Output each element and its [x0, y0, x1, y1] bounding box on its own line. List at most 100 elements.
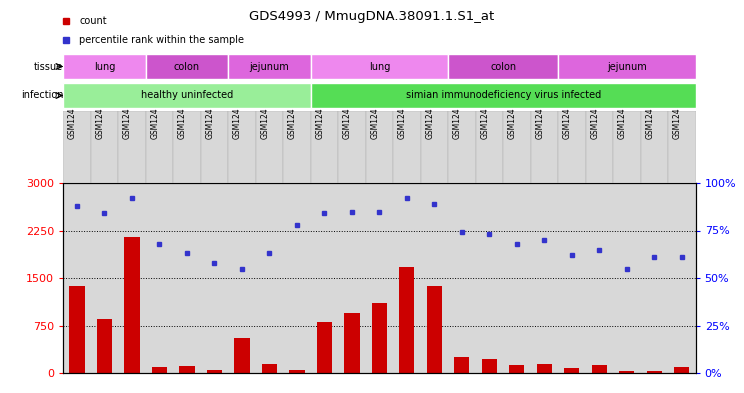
Bar — [448, 111, 475, 183]
Text: tissue: tissue — [34, 61, 63, 72]
Text: GSM1249370: GSM1249370 — [178, 88, 187, 139]
Text: GSM1249366: GSM1249366 — [481, 88, 490, 139]
Text: GSM1249375: GSM1249375 — [563, 88, 572, 139]
Bar — [558, 54, 696, 79]
Bar — [613, 111, 641, 183]
Bar — [558, 111, 586, 183]
Text: GSM1249391: GSM1249391 — [68, 88, 77, 139]
Text: GDS4993 / MmugDNA.38091.1.S1_at: GDS4993 / MmugDNA.38091.1.S1_at — [249, 10, 495, 23]
Bar — [179, 366, 194, 373]
Bar — [372, 303, 387, 373]
Bar — [91, 111, 118, 183]
Bar — [668, 111, 696, 183]
Text: GSM1249386: GSM1249386 — [315, 88, 324, 139]
Bar — [647, 371, 662, 373]
Bar — [283, 183, 311, 373]
Bar — [311, 83, 696, 108]
Text: infection: infection — [21, 90, 63, 101]
Bar — [420, 183, 448, 373]
Bar — [510, 365, 525, 373]
Bar — [283, 111, 311, 183]
Text: percentile rank within the sample: percentile rank within the sample — [79, 35, 244, 46]
Text: GSM1249379: GSM1249379 — [673, 88, 682, 139]
Bar — [228, 111, 256, 183]
Bar — [503, 183, 530, 373]
Bar — [63, 183, 91, 373]
Bar — [565, 368, 580, 373]
Text: colon: colon — [490, 61, 516, 72]
Text: GSM1249377: GSM1249377 — [618, 88, 627, 139]
Bar — [146, 183, 173, 373]
Bar — [311, 54, 448, 79]
Text: GSM1249388: GSM1249388 — [371, 88, 379, 139]
Bar — [63, 54, 146, 79]
Bar — [668, 183, 696, 373]
Text: GSM1249381: GSM1249381 — [260, 88, 269, 139]
Text: colon: colon — [174, 61, 200, 72]
Bar — [537, 364, 552, 373]
Bar — [475, 111, 503, 183]
Text: GSM1249389: GSM1249389 — [398, 88, 407, 139]
Bar — [393, 183, 420, 373]
Bar — [475, 183, 503, 373]
Bar — [63, 83, 311, 108]
Bar — [366, 111, 393, 183]
Bar — [173, 183, 201, 373]
Text: GSM1249369: GSM1249369 — [150, 88, 159, 139]
Bar — [400, 266, 414, 373]
Bar — [530, 183, 558, 373]
Bar — [530, 111, 558, 183]
Text: GSM1249393: GSM1249393 — [123, 88, 132, 139]
Bar — [503, 111, 530, 183]
Text: lung: lung — [94, 61, 115, 72]
Bar — [173, 111, 201, 183]
Text: healthy uninfected: healthy uninfected — [141, 90, 233, 101]
Text: GSM1249376: GSM1249376 — [591, 88, 600, 139]
Bar — [69, 286, 85, 373]
Bar — [448, 183, 475, 373]
Text: simian immunodeficiency virus infected: simian immunodeficiency virus infected — [405, 90, 601, 101]
Bar — [262, 364, 277, 373]
Bar — [613, 183, 641, 373]
Bar — [339, 111, 366, 183]
Bar — [366, 183, 393, 373]
Bar — [591, 365, 607, 373]
Bar — [228, 183, 256, 373]
Bar — [674, 367, 690, 373]
Text: GSM1249367: GSM1249367 — [508, 88, 517, 139]
Bar — [201, 111, 228, 183]
Bar — [256, 183, 283, 373]
Bar — [427, 286, 442, 373]
Bar — [455, 357, 469, 373]
Bar — [234, 338, 249, 373]
Bar — [311, 183, 339, 373]
Bar — [420, 111, 448, 183]
Bar — [586, 183, 613, 373]
Bar — [586, 111, 613, 183]
Text: count: count — [79, 16, 106, 26]
Bar — [619, 371, 635, 373]
Text: GSM1249382: GSM1249382 — [288, 88, 297, 139]
Bar — [256, 111, 283, 183]
Bar — [97, 319, 112, 373]
Bar — [558, 183, 586, 373]
Text: GSM1249371: GSM1249371 — [205, 88, 214, 139]
Bar — [146, 54, 228, 79]
Text: GSM1249365: GSM1249365 — [453, 88, 462, 139]
Bar — [448, 54, 558, 79]
Bar — [63, 111, 91, 183]
Bar — [641, 111, 668, 183]
Bar — [91, 183, 118, 373]
Bar — [289, 371, 304, 373]
Text: GSM1249392: GSM1249392 — [95, 88, 104, 139]
Text: jejunum: jejunum — [607, 61, 647, 72]
Text: lung: lung — [369, 61, 390, 72]
Text: GSM1249390: GSM1249390 — [426, 88, 434, 139]
Bar — [152, 367, 167, 373]
Bar — [201, 183, 228, 373]
Text: GSM1249378: GSM1249378 — [645, 88, 655, 139]
Bar — [124, 237, 140, 373]
Bar — [393, 111, 420, 183]
Text: GSM1249387: GSM1249387 — [343, 88, 352, 139]
Bar — [207, 370, 222, 373]
